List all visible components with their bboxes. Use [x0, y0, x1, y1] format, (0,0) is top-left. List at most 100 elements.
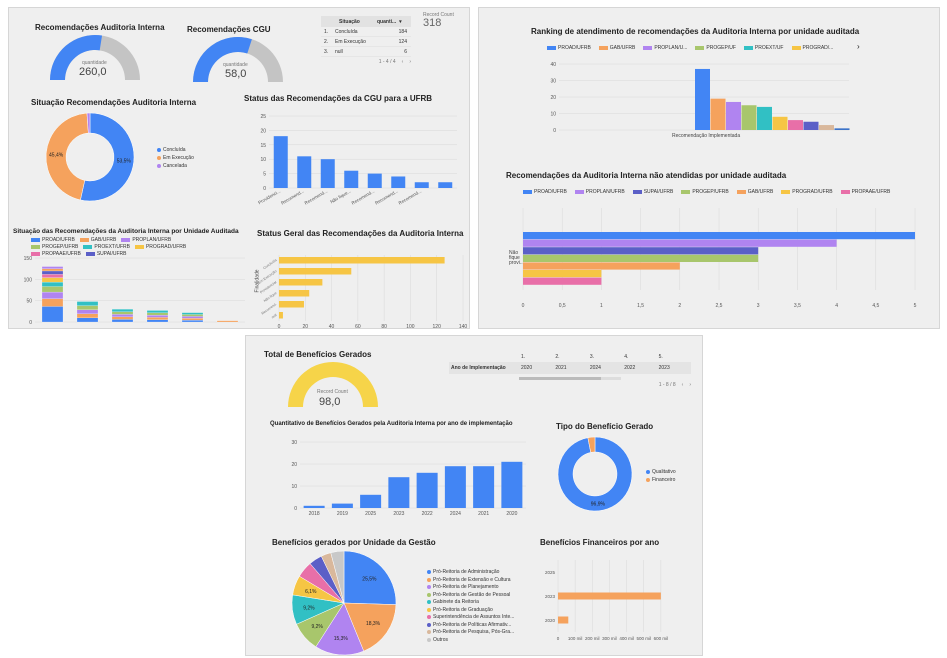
nao-atendidas-title: Recomendações da Auditoria Interna não a…: [506, 171, 787, 180]
ano-cell: 2022: [624, 365, 636, 371]
legend-item[interactable]: PROGRAD/UFRB: [134, 244, 186, 250]
legend-item[interactable]: PROAD/UFRB: [547, 45, 591, 51]
cgu-status-chart: 0510152025Providenci...Recomend...Recome…: [257, 114, 457, 206]
legend-item[interactable]: Pró-Reitoria de Planejamento: [427, 584, 514, 590]
y-tick-label: Não fique: [263, 291, 278, 303]
legend-item[interactable]: Pró-Reitoria de Políticas Afirmativ...: [427, 622, 514, 628]
quantidade-col-header[interactable]: quanti...: [377, 18, 397, 25]
legend-item[interactable]: PROEXT/UF: [743, 45, 784, 51]
legend-item[interactable]: Pró-Reitoria de Extensão e Cultura: [427, 577, 514, 583]
legend-item[interactable]: GAB/UFRB: [79, 237, 116, 243]
legend-item[interactable]: PROEXT/UFRB: [83, 244, 130, 250]
bar-2: [320, 159, 335, 188]
bar-PROAD/UFRB: [523, 232, 915, 240]
legend-item[interactable]: Pró-Reitoria de Gestão de Pessoal: [427, 592, 514, 598]
bar-0: [303, 505, 325, 508]
legend-item[interactable]: GAB/UFRB: [736, 189, 773, 195]
bar-PROGRAD/UFRB: [523, 270, 602, 278]
x-tick-label: 0: [557, 636, 560, 641]
legend-item[interactable]: PROGRAD/...: [791, 45, 833, 51]
por-unidade-legend: Pró-Reitoria de Administração Pró-Reitori…: [427, 569, 514, 643]
bar-PROPLAN/UFRB: [726, 101, 741, 130]
legend-item[interactable]: Gabinete da Reitoria: [427, 599, 514, 605]
legend-item[interactable]: Superintendência de Assuntos Inte...: [427, 614, 514, 620]
stack-seg-1-0: [76, 317, 99, 323]
sort-down-icon[interactable]: ▾: [399, 18, 402, 25]
legend-item[interactable]: Pró-Reitoria de Administração: [427, 569, 514, 575]
x-tick-label: 80: [381, 324, 387, 330]
ano-col-header[interactable]: 2.: [555, 353, 560, 360]
y-tick-label: 20: [260, 128, 266, 134]
tipo-title: Tipo do Benefício Gerado: [556, 422, 654, 431]
legend-item[interactable]: PROGEP/UFRB: [681, 189, 729, 195]
legend-item[interactable]: SUPAI/UFRB: [85, 251, 126, 257]
total-beneficios-label: Record Count: [317, 389, 348, 395]
por-unidade-title: Benefícios gerados por Unidade da Gestão: [272, 538, 436, 547]
bar-2: [360, 494, 382, 508]
x-tick-label: 2024: [450, 511, 461, 517]
legend-item[interactable]: PROPLAN/UFRB: [574, 189, 625, 195]
legend-swatch: [157, 148, 161, 152]
gauge-ai: [50, 35, 140, 80]
legend-item[interactable]: Financeiro: [646, 477, 676, 483]
legend-label: Cancelada: [163, 163, 187, 169]
legend-label: PROGEP/UF: [706, 45, 736, 51]
ano-col-header[interactable]: 4.: [624, 353, 629, 360]
ano-col-header[interactable]: 5.: [658, 353, 663, 360]
status-geral-title: Status Geral das Recomendações da Audito…: [257, 229, 464, 238]
tipo-donut: 96,9%: [557, 436, 633, 512]
legend-item[interactable]: Em Execução: [157, 155, 194, 161]
legend-item[interactable]: PROPLAN/U...: [643, 45, 687, 51]
bar-PROPLAN/UFRB: [523, 239, 837, 247]
stack-seg-4-3: [181, 314, 204, 317]
legend-item[interactable]: Qualitativo: [646, 469, 676, 475]
y-tick-label: 40: [550, 62, 556, 68]
ano-table-scrollbar[interactable]: [519, 377, 601, 380]
legend-item[interactable]: PROAD/UFRB: [523, 189, 567, 195]
legend-item[interactable]: Outros: [427, 637, 514, 643]
legend-item[interactable]: GAB/UFRB: [598, 45, 635, 51]
legend-item[interactable]: PROPAAE/UFRB: [31, 251, 81, 257]
next-page-icon[interactable]: ›: [409, 59, 411, 65]
total-beneficios-gauge: [288, 362, 378, 407]
table-row[interactable]: 1. Concluída 184: [321, 27, 411, 37]
stack-seg-0-1: [41, 298, 64, 307]
ano-col-header[interactable]: 1.: [521, 353, 526, 360]
nao-atendidas-legend: PROAD/UFRB PROPLAN/UFRB SUPAI/UFRB PROGEP/U…: [523, 189, 890, 195]
legend-item[interactable]: PROGEP/UF: [695, 45, 736, 51]
row-situacao: null: [335, 48, 343, 55]
prev-page-icon[interactable]: ‹: [401, 59, 404, 65]
ano-prev-icon[interactable]: ‹: [681, 382, 684, 388]
slice-0: [343, 550, 397, 605]
bar-7: [438, 182, 453, 188]
situacao-col-header[interactable]: Situação: [339, 18, 360, 25]
bar-PROPAAE/UFRB: [788, 120, 803, 130]
x-tick-label: 4,5: [872, 303, 879, 309]
stack-seg-3-0: [146, 319, 169, 323]
legend-item[interactable]: Pró-Reitoria de Pesquisa, Pós-Gra...: [427, 629, 514, 635]
stack-seg-0-4: [41, 281, 64, 287]
legend-item[interactable]: PROPLAN/UFRB: [121, 237, 171, 243]
table-row[interactable]: 3. null 6: [321, 47, 411, 57]
stack-seg-5-0: [216, 320, 239, 323]
stack-seg-0-8: [41, 268, 64, 272]
legend-item[interactable]: Concluída: [157, 147, 194, 153]
legend-item[interactable]: PROGEP/UFRB: [31, 244, 78, 250]
x-tick-label: 300 mil: [602, 636, 617, 641]
bar-5: [444, 466, 466, 508]
legend-next-icon[interactable]: ›: [857, 42, 860, 51]
legend-item[interactable]: SUPAI/UFRB: [632, 189, 673, 195]
unidade-chart-title: Situação das Recomendações da Auditoria …: [13, 228, 239, 235]
legend-item[interactable]: PROAD/UFRB: [31, 237, 75, 243]
y-tick-label: 10: [260, 157, 266, 163]
legend-item[interactable]: Cancelada: [157, 163, 194, 169]
legend-item[interactable]: PROPAAE/UFRB: [840, 189, 890, 195]
ano-col-header[interactable]: 3.: [589, 353, 594, 360]
x-tick-label: 4: [835, 303, 838, 309]
row-quantidade: 6: [404, 48, 407, 55]
legend-item[interactable]: Pró-Reitoria de Graduação: [427, 607, 514, 613]
legend-item[interactable]: PROGRAD/UFRB: [781, 189, 833, 195]
ano-next-icon[interactable]: ›: [689, 382, 691, 388]
table-row[interactable]: 2. Em Execução 124: [321, 37, 411, 47]
